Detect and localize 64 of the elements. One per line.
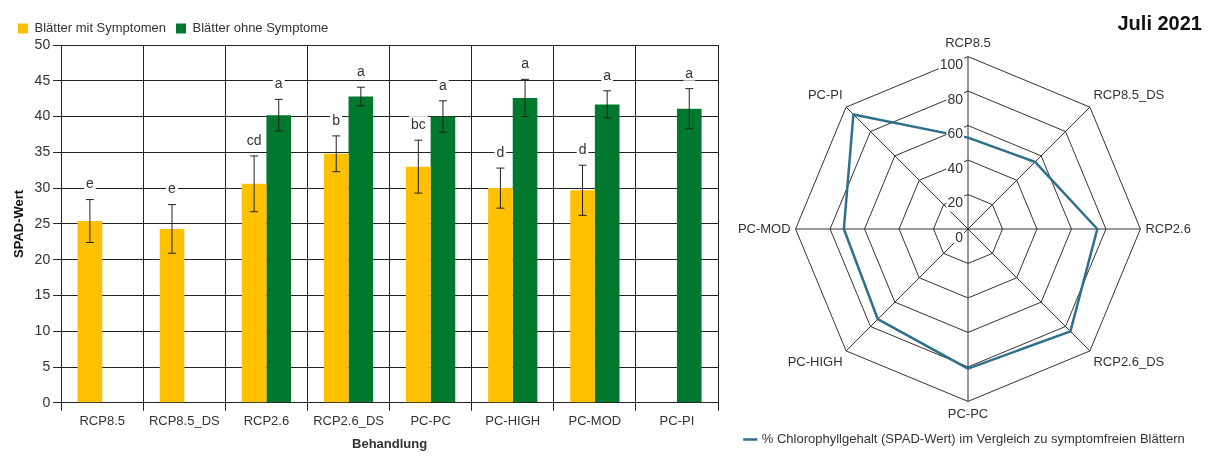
y-tick-label: 100 <box>939 56 964 73</box>
x-tick-label: RCP8.5 <box>79 413 125 429</box>
spoke-label: RCP2.6 <box>1145 220 1191 236</box>
bar <box>77 221 103 403</box>
y-tick-label: 80 <box>947 90 964 107</box>
annotation: e <box>86 175 95 192</box>
bar <box>430 116 456 403</box>
annotation: a <box>439 76 448 93</box>
annotation: d <box>578 141 587 158</box>
bar <box>241 183 267 403</box>
spoke-label: RCP2.6_DS <box>1093 353 1165 369</box>
annotation: d <box>496 143 505 160</box>
bar <box>323 153 349 403</box>
y-tick-label: 10 <box>34 322 51 339</box>
y-tick-label: 30 <box>34 178 51 195</box>
bar <box>570 190 595 403</box>
y-tick-label: 20 <box>947 194 964 211</box>
y-tick-label: 35 <box>34 143 51 160</box>
bar <box>488 188 513 403</box>
y-tick-label: 45 <box>34 71 51 88</box>
x-tick-label: PC-PI <box>659 413 695 429</box>
x-axis-title: Behandlung <box>352 435 428 451</box>
y-tick-label: 20 <box>34 250 51 267</box>
bar <box>406 166 431 403</box>
bar <box>348 96 374 403</box>
y-axis-title: SPAD-Wert <box>11 189 27 258</box>
x-tick-label: RCP2.6 <box>243 413 290 429</box>
spoke-label: PC-MOD <box>737 220 791 236</box>
bar <box>594 104 620 403</box>
y-tick-label: 5 <box>42 357 51 374</box>
legend-label: Blätter mit Symptomen <box>34 20 166 36</box>
annotation: a <box>521 55 530 72</box>
annotation: bc <box>410 116 426 133</box>
x-tick-label: PC-HIGH <box>485 413 541 429</box>
y-tick-label: 0 <box>955 228 964 245</box>
y-tick-label: 15 <box>34 286 51 303</box>
x-tick-label: PC-PC <box>410 413 451 429</box>
y-tick-label: 0 <box>42 393 51 410</box>
spoke-label: RCP8.5_DS <box>1093 87 1165 103</box>
y-tick-label: 60 <box>947 125 964 142</box>
bar <box>512 97 538 403</box>
annotation: a <box>356 63 365 80</box>
spoke-label: PC-HIGH <box>787 353 843 369</box>
legend-label: % Chlorophyllgehalt (SPAD-Wert) im Vergleich zu symptomfreien Blättern <box>761 431 1185 447</box>
legend-label: Blätter ohne Symptome <box>192 20 329 36</box>
bar <box>159 228 185 403</box>
bar <box>676 108 702 403</box>
annotation: a <box>274 75 283 92</box>
annotation: b <box>332 111 341 128</box>
y-tick-label: 40 <box>34 107 51 124</box>
chart-title: Juli 2021 <box>1117 11 1202 34</box>
spoke-label: RCP8.5 <box>945 35 991 51</box>
x-tick-label: PC-MOD <box>568 413 622 429</box>
annotation: a <box>603 66 612 83</box>
annotation: cd <box>246 131 262 148</box>
annotation: a <box>685 64 694 81</box>
y-tick-label: 40 <box>947 159 964 176</box>
spoke-label: PC-PI <box>807 87 843 103</box>
annotation: e <box>168 180 177 197</box>
y-tick-label: 50 <box>34 35 51 52</box>
x-tick-label: RCP8.5_DS <box>148 413 221 429</box>
y-tick-label: 25 <box>34 214 51 231</box>
bar <box>266 115 292 403</box>
x-tick-label: RCP2.6_DS <box>313 413 385 429</box>
